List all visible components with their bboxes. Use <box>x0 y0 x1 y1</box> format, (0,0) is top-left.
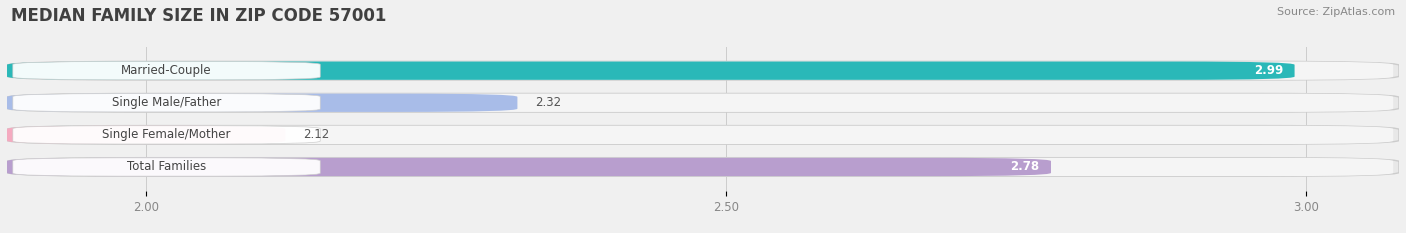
Text: 2.12: 2.12 <box>302 128 329 141</box>
FancyBboxPatch shape <box>7 158 1399 176</box>
FancyBboxPatch shape <box>7 62 1295 80</box>
Text: Total Families: Total Families <box>127 161 207 174</box>
FancyBboxPatch shape <box>13 158 321 176</box>
Text: 2.32: 2.32 <box>534 96 561 109</box>
FancyBboxPatch shape <box>13 158 1393 176</box>
FancyBboxPatch shape <box>7 94 517 112</box>
FancyBboxPatch shape <box>13 62 1393 80</box>
Text: Single Male/Father: Single Male/Father <box>112 96 221 109</box>
FancyBboxPatch shape <box>7 61 1399 80</box>
FancyBboxPatch shape <box>13 94 1393 112</box>
FancyBboxPatch shape <box>7 158 1052 176</box>
FancyBboxPatch shape <box>13 62 321 80</box>
Text: Single Female/Mother: Single Female/Mother <box>103 128 231 141</box>
FancyBboxPatch shape <box>13 94 321 112</box>
Text: MEDIAN FAMILY SIZE IN ZIP CODE 57001: MEDIAN FAMILY SIZE IN ZIP CODE 57001 <box>11 7 387 25</box>
Text: 2.78: 2.78 <box>1011 161 1039 174</box>
FancyBboxPatch shape <box>7 126 1399 144</box>
Text: Married-Couple: Married-Couple <box>121 64 212 77</box>
FancyBboxPatch shape <box>13 126 1393 144</box>
Text: Source: ZipAtlas.com: Source: ZipAtlas.com <box>1277 7 1395 17</box>
FancyBboxPatch shape <box>13 126 321 144</box>
Text: 2.99: 2.99 <box>1254 64 1284 77</box>
FancyBboxPatch shape <box>7 126 285 144</box>
FancyBboxPatch shape <box>7 93 1399 112</box>
